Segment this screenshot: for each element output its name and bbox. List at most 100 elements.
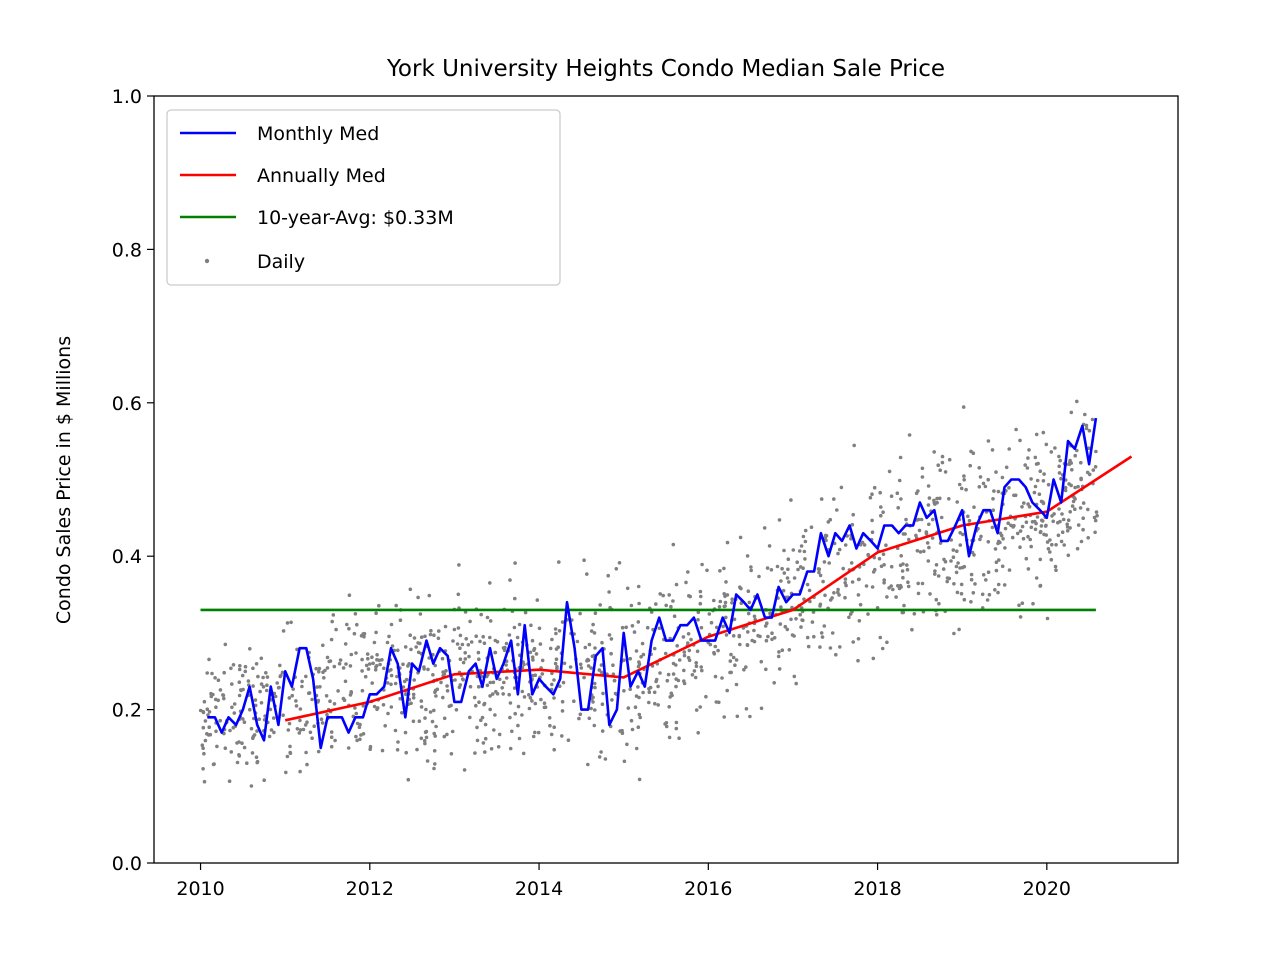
- daily-point: [406, 664, 410, 668]
- daily-point: [610, 698, 614, 702]
- daily-point: [985, 598, 990, 602]
- daily-point: [375, 657, 379, 662]
- daily-point: [207, 657, 211, 662]
- daily-point: [310, 697, 314, 702]
- daily-point: [1073, 453, 1077, 458]
- daily-point: [977, 485, 982, 489]
- daily-point: [206, 713, 210, 717]
- daily-point: [428, 632, 433, 637]
- daily-point: [637, 695, 641, 700]
- daily-point: [823, 593, 827, 598]
- daily-point: [1057, 464, 1061, 469]
- daily-point: [557, 560, 561, 564]
- daily-point: [1033, 484, 1038, 489]
- daily-point: [373, 668, 378, 672]
- daily-point: [632, 630, 637, 634]
- daily-point: [352, 631, 357, 636]
- daily-point: [745, 643, 750, 647]
- daily-point: [787, 580, 791, 584]
- daily-point: [1018, 529, 1023, 533]
- daily-point: [333, 738, 337, 743]
- daily-point: [245, 761, 249, 765]
- daily-point: [248, 647, 252, 651]
- daily-point: [734, 658, 739, 662]
- y-tick-label: 0.4: [112, 546, 142, 568]
- daily-point: [1087, 446, 1091, 451]
- daily-point: [750, 638, 754, 643]
- daily-point: [964, 487, 968, 492]
- daily-point: [1053, 446, 1057, 450]
- daily-point: [1003, 526, 1008, 531]
- daily-point: [355, 721, 360, 726]
- daily-point: [837, 547, 842, 552]
- daily-point: [968, 463, 972, 468]
- daily-point: [981, 573, 986, 577]
- daily-point: [393, 681, 398, 686]
- daily-point: [1060, 512, 1064, 516]
- daily-point: [959, 582, 964, 587]
- daily-point: [202, 751, 206, 756]
- daily-point: [1084, 423, 1089, 428]
- daily-point: [488, 680, 493, 685]
- daily-point: [216, 678, 221, 682]
- daily-point: [698, 705, 702, 709]
- y-tick-label: 0.0: [112, 853, 142, 875]
- daily-point: [489, 747, 494, 751]
- daily-point: [722, 715, 726, 719]
- daily-point: [1054, 568, 1058, 572]
- daily-point: [237, 680, 242, 684]
- daily-point: [699, 594, 703, 599]
- daily-point: [882, 581, 886, 585]
- daily-point: [664, 724, 669, 729]
- daily-point: [674, 720, 679, 725]
- daily-point: [1039, 499, 1044, 504]
- daily-point: [230, 705, 234, 710]
- daily-point: [818, 645, 822, 649]
- daily-point: [221, 693, 225, 697]
- daily-point: [203, 719, 208, 723]
- daily-point: [738, 535, 743, 540]
- daily-point: [422, 739, 427, 743]
- daily-point: [802, 549, 807, 554]
- daily-point: [667, 593, 671, 597]
- daily-point: [230, 682, 234, 686]
- daily-point: [597, 755, 602, 759]
- daily-point: [227, 779, 232, 783]
- daily-point: [530, 638, 535, 643]
- daily-point: [557, 629, 562, 633]
- daily-point: [962, 478, 966, 482]
- daily-point: [449, 703, 453, 708]
- daily-point: [552, 747, 556, 752]
- daily-point: [457, 563, 461, 567]
- daily-point: [994, 470, 998, 474]
- daily-point: [897, 586, 902, 591]
- daily-point: [455, 642, 460, 646]
- daily-point: [634, 746, 639, 751]
- daily-point: [530, 655, 535, 659]
- daily-point: [401, 685, 406, 689]
- daily-point: [611, 663, 615, 667]
- daily-point: [1079, 477, 1083, 482]
- daily-point: [907, 537, 911, 542]
- daily-point: [422, 667, 426, 671]
- daily-point: [305, 762, 309, 767]
- daily-point: [552, 725, 556, 729]
- daily-point: [904, 517, 908, 522]
- daily-point: [879, 505, 883, 509]
- daily-point: [786, 567, 790, 572]
- daily-point: [276, 686, 281, 690]
- daily-point: [589, 706, 593, 711]
- daily-point: [298, 728, 303, 732]
- daily-point: [871, 656, 876, 661]
- daily-point: [365, 652, 370, 656]
- daily-point: [599, 750, 603, 754]
- daily-point: [969, 600, 973, 604]
- daily-point: [374, 630, 378, 635]
- daily-point: [416, 650, 421, 655]
- daily-point: [765, 566, 770, 570]
- daily-point: [729, 652, 733, 657]
- daily-point: [862, 543, 867, 547]
- daily-point: [1093, 518, 1098, 523]
- daily-point: [360, 657, 364, 662]
- daily-point: [237, 693, 242, 698]
